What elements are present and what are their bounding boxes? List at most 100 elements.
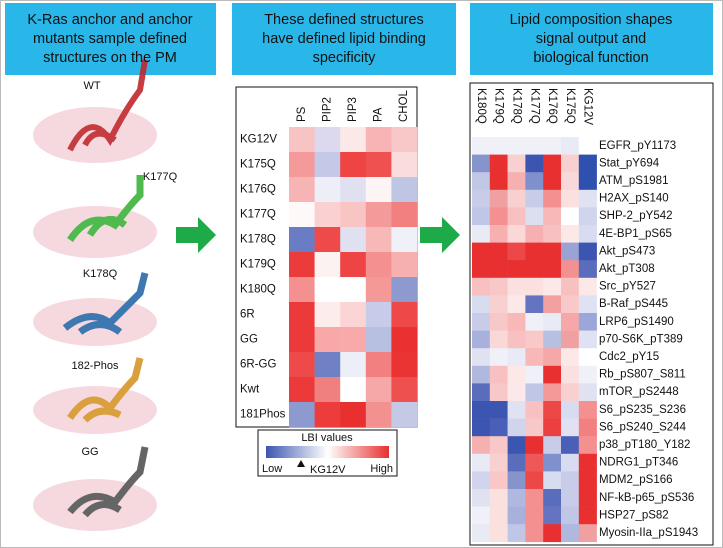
heatmap-cell xyxy=(391,377,417,402)
row-label: SHP-2_pY542 xyxy=(599,210,673,222)
heatmap-cell xyxy=(561,295,579,313)
heatmap-cell xyxy=(561,489,579,507)
heatmap-cell xyxy=(561,137,579,155)
heatmap-cell xyxy=(543,507,561,525)
heatmap-cell xyxy=(315,377,341,402)
heatmap-cell xyxy=(472,313,490,331)
heatmap-cell xyxy=(525,225,543,243)
heatmap-cell xyxy=(561,383,579,401)
heatmap-cell xyxy=(366,252,392,277)
header-text: have defined lipid binding xyxy=(262,31,426,47)
heatmap-cell xyxy=(315,227,341,252)
row-label: Rb_pS807_S811 xyxy=(599,369,686,381)
heatmap-cell xyxy=(472,348,490,366)
heatmap-cell xyxy=(561,454,579,472)
heatmap-cell xyxy=(366,302,392,327)
legend-title: LBI values xyxy=(301,432,353,444)
heatmap-cell xyxy=(508,436,526,454)
row-label: K180Q xyxy=(240,284,276,296)
heatmap-cell xyxy=(289,127,315,152)
heatmap-cell xyxy=(561,155,579,173)
heatmap-cell xyxy=(472,489,490,507)
row-label: p70-S6K_pT389 xyxy=(599,333,683,345)
heatmap-cell xyxy=(391,352,417,377)
heatmap-cell xyxy=(490,454,508,472)
heatmap-cell xyxy=(490,366,508,384)
heatmap-cell xyxy=(366,202,392,227)
column-label: K178Q xyxy=(510,88,522,124)
row-label: Myosin-IIa_pS1943 xyxy=(599,527,698,539)
heatmap-cell xyxy=(525,489,543,507)
heatmap-cell xyxy=(525,190,543,208)
heatmap-cell xyxy=(366,177,392,202)
heatmap-cell xyxy=(525,172,543,190)
heatmap-cell xyxy=(561,313,579,331)
heatmap-cell xyxy=(561,207,579,225)
heatmap-cell xyxy=(508,507,526,525)
heatmap-cell xyxy=(472,507,490,525)
heatmap-cell xyxy=(490,313,508,331)
heatmap-cell xyxy=(579,489,597,507)
row-label: ATM_pS1981 xyxy=(599,175,668,187)
heatmap-cell xyxy=(579,471,597,489)
heatmap-cell xyxy=(525,155,543,173)
row-label: 181Phos xyxy=(240,409,286,421)
heatmap-cell xyxy=(561,172,579,190)
column-label: KG12V xyxy=(582,88,594,125)
heatmap-cell xyxy=(472,295,490,313)
heatmap-cell xyxy=(472,260,490,278)
heatmap-cell xyxy=(525,278,543,296)
header-text: signal output and xyxy=(536,31,646,47)
heatmap-cell xyxy=(543,172,561,190)
heatmap-cell xyxy=(472,243,490,261)
column-label: K175Q xyxy=(564,88,576,124)
heatmap-cell xyxy=(525,348,543,366)
heatmap-cell xyxy=(490,225,508,243)
heatmap-cell xyxy=(340,152,366,177)
heatmap-cell xyxy=(472,137,490,155)
heatmap-cell xyxy=(561,436,579,454)
heatmap-cell xyxy=(490,137,508,155)
heatmap-cell xyxy=(579,524,597,542)
heatmap-cell xyxy=(525,436,543,454)
heatmap-cell xyxy=(366,227,392,252)
heatmap-cell xyxy=(525,295,543,313)
legend-high: High xyxy=(370,463,393,475)
heatmap-cell xyxy=(525,207,543,225)
column-label: K176Q xyxy=(546,88,558,124)
row-label: K175Q xyxy=(240,159,276,171)
heatmap-cell xyxy=(525,137,543,155)
heatmap-cell xyxy=(579,331,597,349)
heatmap-cell xyxy=(525,471,543,489)
heatmap-cell xyxy=(508,366,526,384)
row-label: LRP6_pS1490 xyxy=(599,316,674,328)
row-label: 6R-GG xyxy=(240,359,276,371)
heatmap-cell xyxy=(543,401,561,419)
column-label: PA xyxy=(373,107,385,122)
row-label: Akt_pT308 xyxy=(599,263,655,275)
heatmap-cell xyxy=(543,436,561,454)
heatmap-cell xyxy=(508,524,526,542)
heatmap-cell xyxy=(525,331,543,349)
row-label: p38_pT180_Y182 xyxy=(599,439,690,451)
heatmap-cell xyxy=(525,419,543,437)
heatmap-cell xyxy=(289,402,315,427)
heatmap-cell xyxy=(579,190,597,208)
heatmap-cell xyxy=(315,302,341,327)
heatmap-cell xyxy=(391,302,417,327)
heatmap-cell xyxy=(543,190,561,208)
header-text: specificity xyxy=(313,50,377,66)
heatmap-cell xyxy=(561,348,579,366)
column-label: PIP3 xyxy=(347,97,359,122)
heatmap-cell xyxy=(315,127,341,152)
heatmap-cell xyxy=(579,348,597,366)
heatmap-cell xyxy=(472,172,490,190)
heatmap-cell xyxy=(315,177,341,202)
heatmap-cell xyxy=(490,155,508,173)
heatmap-cell xyxy=(391,177,417,202)
row-label: mTOR_pS2448 xyxy=(599,386,679,398)
heatmap-cell xyxy=(561,331,579,349)
heatmap-cell xyxy=(472,278,490,296)
header-text: K-Ras anchor and anchor xyxy=(27,12,192,28)
